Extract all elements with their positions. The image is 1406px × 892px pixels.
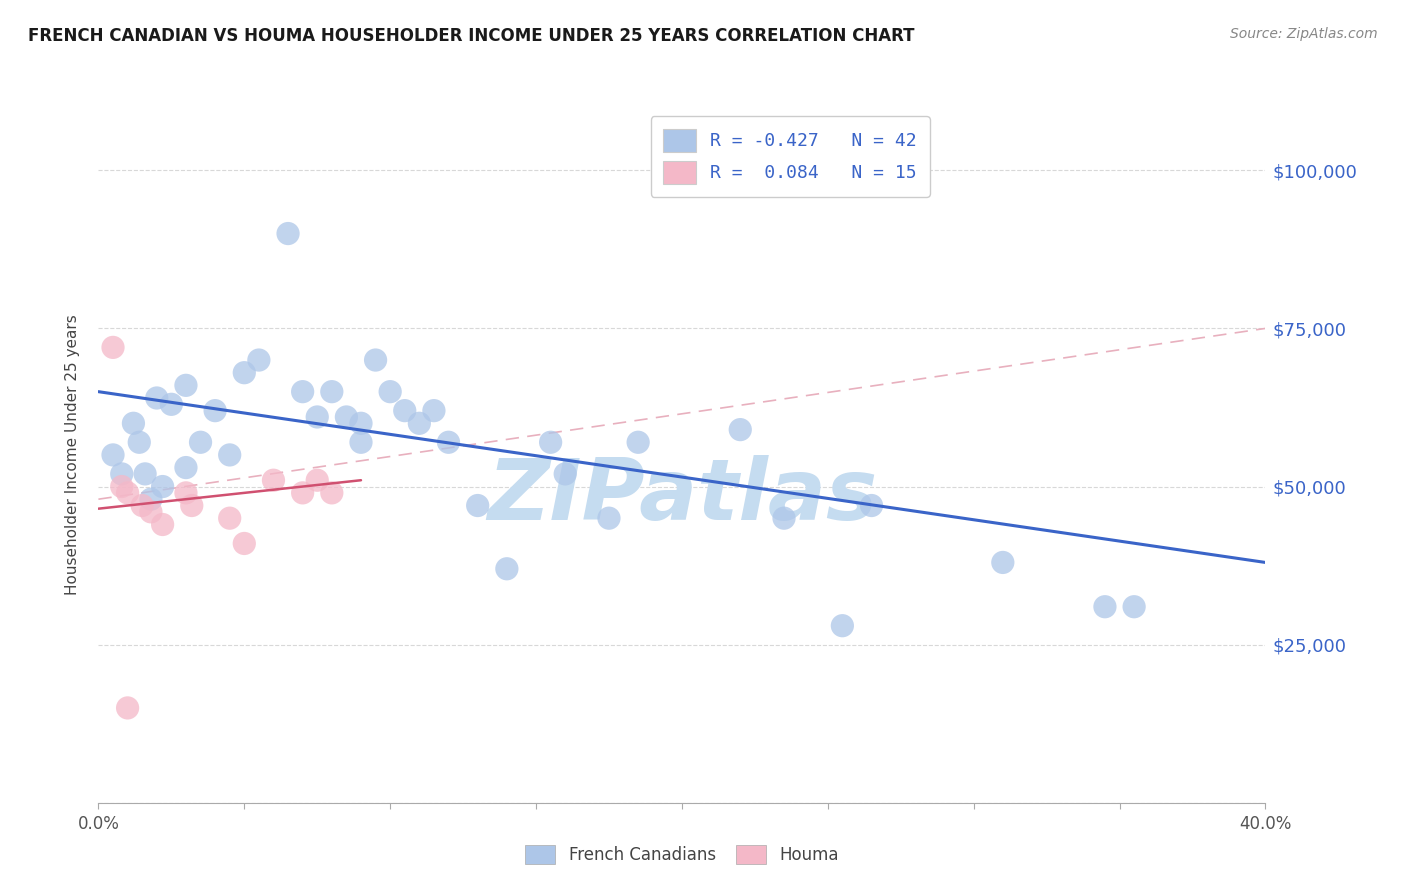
- Point: [627, 435, 650, 450]
- Text: ZIPatlas: ZIPatlas: [486, 455, 877, 538]
- Point: [307, 409, 329, 424]
- Point: [146, 391, 169, 405]
- Point: [728, 423, 751, 437]
- Point: [1094, 599, 1116, 614]
- Point: [291, 384, 314, 399]
- Point: [831, 618, 853, 632]
- Point: [128, 435, 150, 450]
- Y-axis label: Householder Income Under 25 years: Householder Income Under 25 years: [65, 315, 80, 595]
- Point: [111, 479, 134, 493]
- Point: [291, 486, 314, 500]
- Point: [139, 492, 162, 507]
- Point: [139, 505, 162, 519]
- Legend: French Canadians, Houma: French Canadians, Houma: [519, 838, 845, 871]
- Point: [134, 467, 156, 481]
- Point: [233, 366, 256, 380]
- Point: [174, 460, 197, 475]
- Point: [101, 340, 124, 354]
- Point: [350, 417, 373, 431]
- Point: [321, 384, 343, 399]
- Point: [394, 403, 416, 417]
- Point: [152, 479, 174, 493]
- Point: [423, 403, 446, 417]
- Point: [160, 397, 183, 411]
- Point: [860, 499, 883, 513]
- Point: [247, 353, 270, 368]
- Point: [495, 562, 517, 576]
- Point: [117, 701, 139, 715]
- Point: [117, 486, 139, 500]
- Point: [204, 403, 226, 417]
- Point: [991, 556, 1014, 570]
- Point: [174, 486, 197, 500]
- Point: [218, 511, 240, 525]
- Point: [321, 486, 343, 500]
- Point: [233, 536, 256, 550]
- Point: [598, 511, 620, 525]
- Point: [111, 467, 134, 481]
- Point: [190, 435, 212, 450]
- Point: [174, 378, 197, 392]
- Point: [467, 499, 489, 513]
- Point: [152, 517, 174, 532]
- Point: [1123, 599, 1146, 614]
- Point: [131, 499, 153, 513]
- Point: [262, 473, 284, 487]
- Point: [307, 473, 329, 487]
- Point: [364, 353, 387, 368]
- Point: [437, 435, 460, 450]
- Point: [350, 435, 373, 450]
- Point: [378, 384, 402, 399]
- Point: [554, 467, 576, 481]
- Point: [540, 435, 562, 450]
- Point: [180, 499, 202, 513]
- Text: FRENCH CANADIAN VS HOUMA HOUSEHOLDER INCOME UNDER 25 YEARS CORRELATION CHART: FRENCH CANADIAN VS HOUMA HOUSEHOLDER INC…: [28, 27, 915, 45]
- Point: [218, 448, 240, 462]
- Point: [773, 511, 796, 525]
- Text: Source: ZipAtlas.com: Source: ZipAtlas.com: [1230, 27, 1378, 41]
- Point: [408, 417, 430, 431]
- Point: [101, 448, 124, 462]
- Point: [122, 417, 145, 431]
- Point: [277, 227, 299, 241]
- Point: [335, 409, 357, 424]
